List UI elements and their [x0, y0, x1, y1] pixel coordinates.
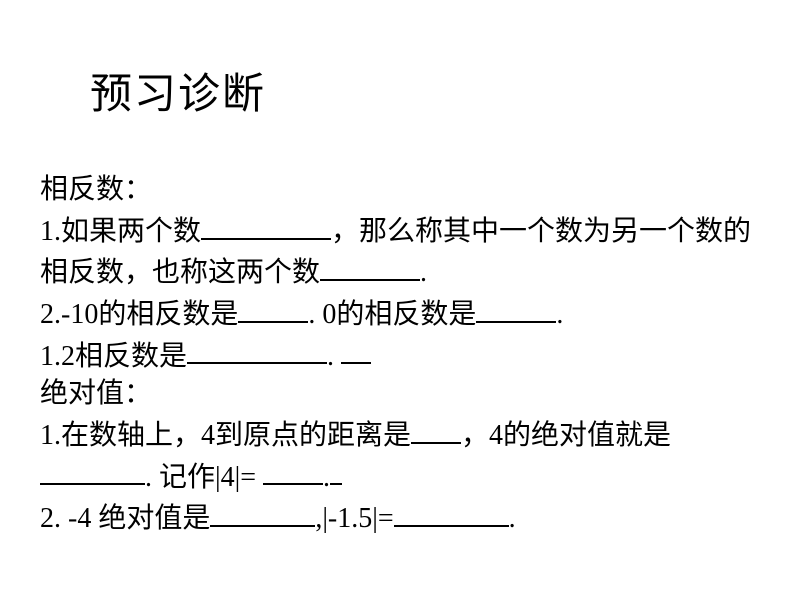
q5-text-3: . — [509, 503, 516, 534]
question-1: 1.如果两个数，那么称其中一个数为另一个数的相反数，也称这两个数. — [40, 209, 754, 292]
q3-blank-2 — [341, 334, 371, 365]
q4-text-1: 1.在数轴上，4到原点的距离是 — [40, 420, 411, 451]
q4-blank-1 — [411, 413, 461, 444]
slide-title: 预习诊断 — [90, 60, 754, 121]
q2-text-3: . — [556, 299, 563, 330]
q1-blank-1 — [201, 209, 331, 240]
q2-blank-2 — [476, 292, 556, 323]
q2-text-2: . 0的相反数是 — [308, 299, 476, 330]
q4-blank-3 — [263, 455, 323, 486]
question-2: 2.-10的相反数是 . 0的相反数是. — [40, 292, 754, 334]
section-1-label: 相反数： — [40, 171, 754, 209]
question-5: 2. -4 绝对值是 ,|-1.5|=. — [40, 496, 754, 538]
q5-text-1: 2. -4 绝对值是 — [40, 503, 210, 534]
q5-blank-1 — [210, 496, 315, 527]
q2-blank-1 — [238, 292, 308, 323]
slide-content: 相反数： 1.如果两个数，那么称其中一个数为另一个数的相反数，也称这两个数. 2… — [40, 171, 754, 538]
q4-text-2: ，4的绝对值就是 — [461, 420, 671, 451]
q1-blank-2 — [320, 250, 420, 281]
q3-blank-1 — [187, 334, 327, 365]
q4-text-4: . — [323, 461, 330, 492]
q5-text-2: ,|-1.5|= — [315, 503, 393, 534]
question-4: 1.在数轴上，4到原点的距离是 ，4的绝对值就是 . 记作|4|= . — [40, 413, 754, 496]
q4-blank-4 — [330, 455, 342, 486]
q4-blank-2 — [40, 455, 145, 486]
q1-text-1: 1.如果两个数 — [40, 216, 201, 247]
section-2-label: 绝对值： — [40, 375, 754, 413]
q2-text-1: 2.-10的相反数是 — [40, 299, 238, 330]
slide-container: 预习诊断 相反数： 1.如果两个数，那么称其中一个数为另一个数的相反数，也称这两… — [0, 0, 794, 596]
q1-text-3: . — [420, 257, 427, 288]
q4-text-3: . 记作|4|= — [145, 461, 263, 492]
question-3: 1.2相反数是. — [40, 334, 754, 376]
q3-text-2: . — [327, 340, 334, 371]
q3-text-1: 1.2相反数是 — [40, 340, 187, 371]
q5-blank-2 — [394, 496, 509, 527]
